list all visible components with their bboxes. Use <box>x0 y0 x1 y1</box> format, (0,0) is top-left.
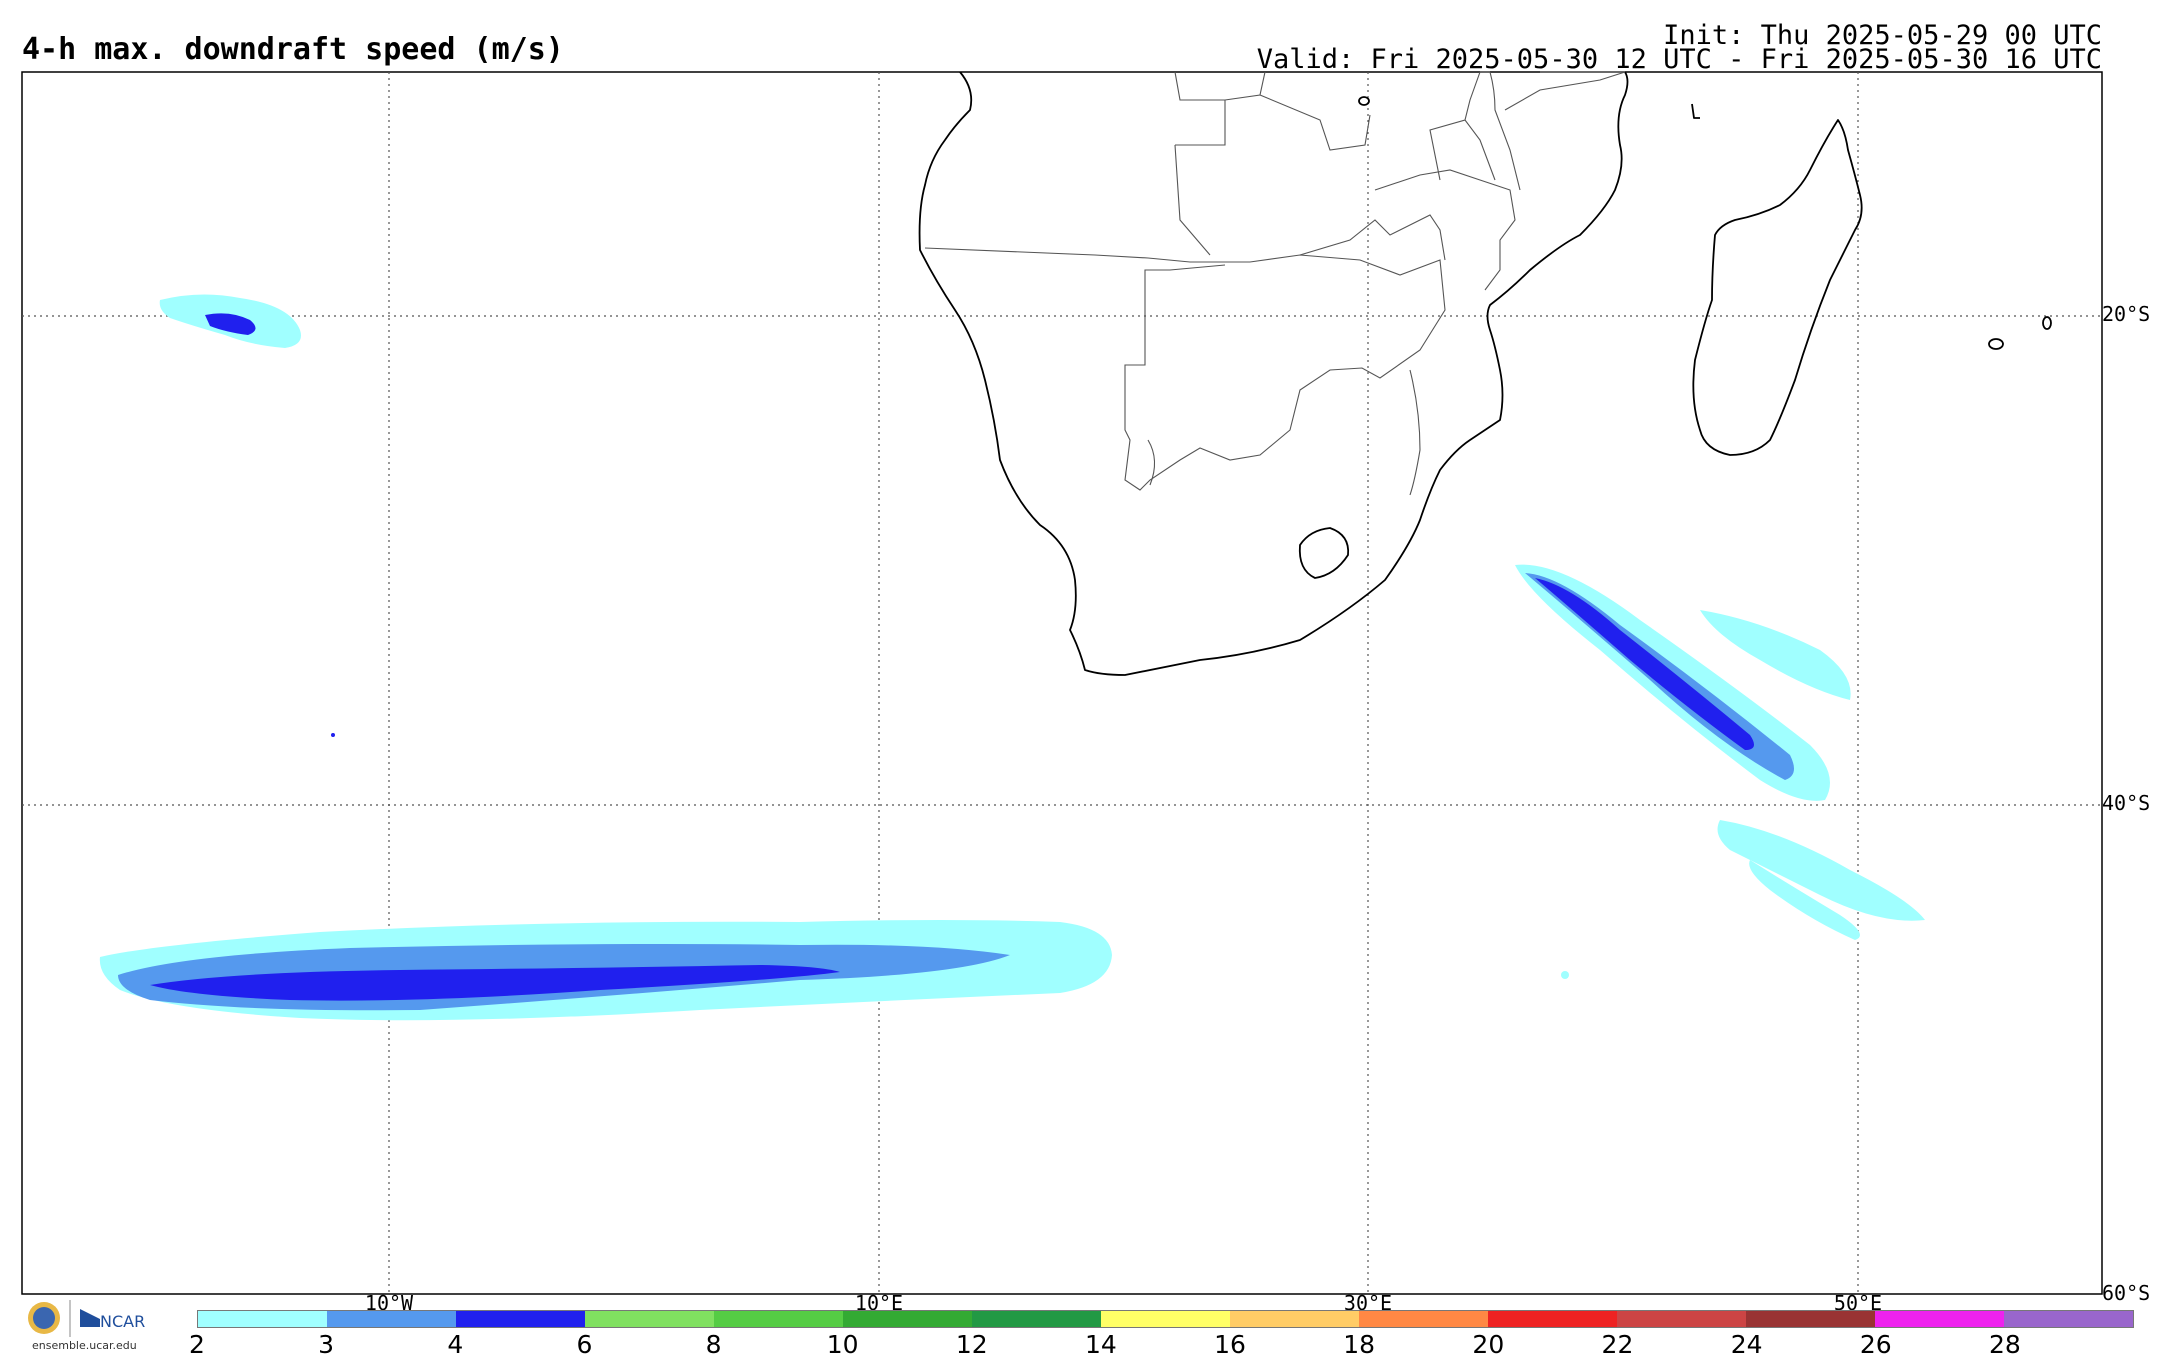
colorbar-label: 6 <box>576 1330 593 1359</box>
colorbar-label: 14 <box>1085 1330 1117 1359</box>
lat-label-20s: 20°S <box>2102 302 2151 326</box>
colorbar-label: 12 <box>955 1330 988 1359</box>
colorbar-swatch <box>456 1311 585 1327</box>
colorbar-swatch <box>1230 1311 1359 1327</box>
colorbar-swatch <box>714 1311 843 1327</box>
ncar-mark-icon <box>80 1309 100 1327</box>
colorbar-swatch <box>585 1311 714 1327</box>
colorbar-swatch <box>1101 1311 1230 1327</box>
colorbar-swatch <box>972 1311 1101 1327</box>
colorbar-label: 20 <box>1472 1330 1505 1359</box>
colorbar-label: 4 <box>447 1330 464 1359</box>
init-time: Init: Thu 2025-05-29 00 UTC <box>1663 20 2102 51</box>
downdraft-swath-indian <box>1515 564 1925 940</box>
lat-label-60s: 60°S <box>2102 1281 2151 1305</box>
colorbar-swatch <box>327 1311 456 1327</box>
valid-time: Valid: Fri 2025-05-30 12 UTC - Fri 2025-… <box>1256 44 2102 75</box>
country-borders <box>924 71 1626 496</box>
downdraft-swath-atlantic <box>99 920 1113 1021</box>
downdraft-patch-northwest <box>159 294 1569 979</box>
colorbar-swatch <box>1746 1311 1875 1327</box>
colorbar-label: 28 <box>1988 1330 2021 1359</box>
colorbar-label: 26 <box>1859 1330 1892 1359</box>
colorbar-label: 16 <box>1214 1330 1246 1359</box>
coastlines <box>918 71 2052 676</box>
colorbar-swatch <box>198 1311 327 1327</box>
colorbar <box>197 1310 2134 1328</box>
map-title: 4-h max. downdraft speed (m/s) <box>22 32 564 67</box>
colorbar-label: 10 <box>826 1330 859 1359</box>
logo-text: NCAR <box>100 1312 145 1331</box>
colorbar-label: 2 <box>189 1330 205 1359</box>
colorbar-swatch <box>1617 1311 1746 1327</box>
graticule <box>22 72 2102 1294</box>
nsf-ncar-logo: NCAR <box>28 1300 145 1337</box>
colorbar-label: 8 <box>705 1330 722 1359</box>
colorbar-swatch <box>1488 1311 1617 1327</box>
colorbar-swatch <box>1875 1311 2004 1327</box>
colorbar-swatch <box>1359 1311 1488 1327</box>
colorbar-swatch <box>2004 1311 2133 1327</box>
colorbar-label: 3 <box>318 1330 335 1359</box>
logo-url: ensemble.ucar.edu <box>32 1339 137 1352</box>
colorbar-swatch <box>843 1311 972 1327</box>
lat-label-40s: 40°S <box>2102 791 2151 815</box>
colorbar-label: 18 <box>1343 1330 1376 1359</box>
colorbar-label: 24 <box>1730 1330 1763 1359</box>
map-frame <box>21 71 2103 1295</box>
colorbar-label: 22 <box>1601 1330 1634 1359</box>
